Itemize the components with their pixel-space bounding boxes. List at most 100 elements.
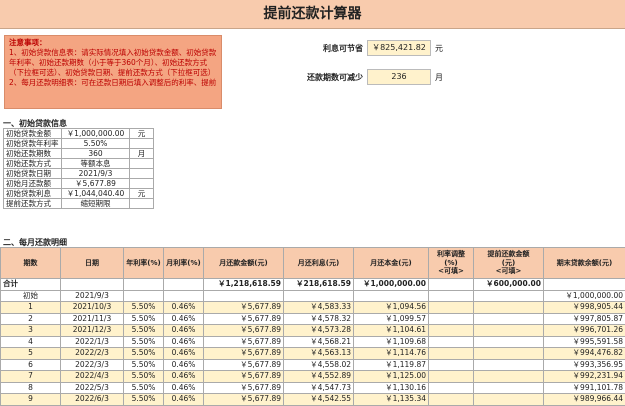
schedule-cell: 0.46% [164,325,204,337]
schedule-cell: ￥993,356.95 [544,359,625,371]
loan-cell: 月 [130,149,154,159]
schedule-cell [429,371,474,383]
schedule-cell: ￥1,119.87 [354,359,429,371]
schedule-cell: 2021/11/3 [61,313,124,325]
schedule-cell: ￥600,000.00 [474,279,544,291]
schedule-cell: ￥218,618.59 [284,279,354,291]
loan-cell: 初始月还款额 [4,179,62,189]
schedule-cell [429,382,474,394]
schedule-cell: ￥998,905.44 [544,302,625,314]
schedule-cell: ￥4,552.89 [284,371,354,383]
schedule-cell [474,371,544,383]
schedule-cell: ￥4,573.28 [284,325,354,337]
schedule-cell: 0.46% [164,336,204,348]
schedule-cell [429,290,474,302]
loan-cell: 初始贷款金额 [4,129,62,139]
schedule-cell: ￥5,677.89 [204,336,284,348]
summary-label: 利息可节省 [260,43,367,54]
schedule-cell [61,279,124,291]
schedule-cell: 0.46% [164,394,204,406]
schedule-cell: ￥5,677.89 [204,313,284,325]
schedule-cell [474,325,544,337]
schedule-cell: 2021/9/3 [61,290,124,302]
loan-cell: ￥5,677.89 [62,179,130,189]
schedule-cell: 0.46% [164,382,204,394]
column-header: 期数 [1,248,61,279]
schedule-cell: ￥5,677.89 [204,359,284,371]
schedule-cell: ￥5,677.89 [204,394,284,406]
schedule-cell: 2022/4/3 [61,371,124,383]
schedule-cell: 2022/3/3 [61,359,124,371]
schedule-cell: 1 [1,302,61,314]
loan-cell [130,199,154,209]
schedule-cell: ￥996,701.26 [544,325,625,337]
loan-cell: ￥1,000,000.00 [62,129,130,139]
schedule-cell [164,290,204,302]
column-header: 月还款金额(元) [204,248,284,279]
notes-line: 2、每月还款明细表：可在还款日期后填入调整后的利率、提前 [9,78,217,88]
schedule-cell: 5.50% [124,313,164,325]
schedule-cell: ￥5,677.89 [204,325,284,337]
schedule-cell: 6 [1,359,61,371]
schedule-cell: ￥1,114.76 [354,348,429,360]
schedule-cell: 2022/6/3 [61,394,124,406]
schedule-cell [429,302,474,314]
schedule-cell: 2021/10/3 [61,302,124,314]
schedule-cell: 9 [1,394,61,406]
loan-cell: 5.50% [62,139,130,149]
schedule-cell: 5.50% [124,302,164,314]
schedule-cell [474,394,544,406]
schedule-cell [429,336,474,348]
schedule-cell [474,290,544,302]
schedule-cell [124,279,164,291]
schedule-cell [429,359,474,371]
header-row: 期数日期年利率(%)月利率(%)月还款金额(元)月还利息(元)月还本金(元)利率… [1,248,625,279]
schedule-cell: 0.46% [164,348,204,360]
summary-unit: 月 [431,72,443,83]
schedule-cell: 合计 [1,279,61,291]
schedule-cell: ￥1,000,000.00 [544,290,625,302]
schedule-table: 期数日期年利率(%)月利率(%)月还款金额(元)月还利息(元)月还本金(元)利率… [0,247,625,406]
schedule-cell: ￥5,677.89 [204,348,284,360]
loan-cell: 元 [130,189,154,199]
loan-row: 初始月还款额￥5,677.89 [4,179,154,189]
loan-cell: 初始贷款利息 [4,189,62,199]
schedule-cell [429,325,474,337]
loan-cell: 缩短期限 [62,199,130,209]
schedule-cell: ￥1,094.56 [354,302,429,314]
schedule-cell [354,290,429,302]
loan-cell [130,179,154,189]
schedule-cell: 5.50% [124,394,164,406]
schedule-cell: 5.50% [124,382,164,394]
column-header: 月还本金(元) [354,248,429,279]
schedule-cell: 4 [1,336,61,348]
schedule-cell: 5.50% [124,359,164,371]
loan-cell [130,159,154,169]
loan-cell: 初始还款期数 [4,149,62,159]
schedule-cell: ￥5,677.89 [204,371,284,383]
schedule-cell: ￥4,542.55 [284,394,354,406]
schedule-cell [474,302,544,314]
summary-value: ￥825,421.82 [367,40,431,56]
column-header: 利率调整 (%) <可填> [429,248,474,279]
schedule-cell: 0.46% [164,313,204,325]
loan-cell: 初始还款方式 [4,159,62,169]
schedule-cell: ￥1,109.68 [354,336,429,348]
schedule-cell [544,279,625,291]
schedule-cell: ￥1,000,000.00 [354,279,429,291]
schedule-cell: 0.46% [164,371,204,383]
loan-cell: 提前还款方式 [4,199,62,209]
loan-row: 初始还款方式等额本息 [4,159,154,169]
schedule-cell: ￥1,135.34 [354,394,429,406]
